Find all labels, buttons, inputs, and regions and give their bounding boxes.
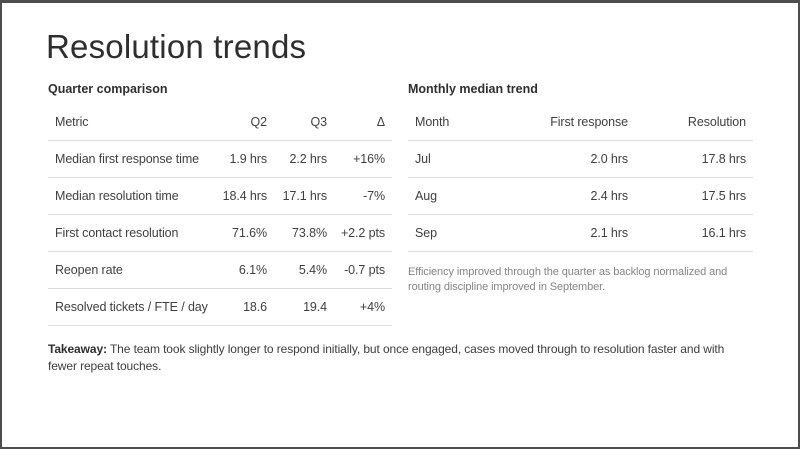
table-row: Aug 2.4 hrs 17.5 hrs bbox=[408, 177, 753, 215]
monthly-trend-table: Month First response Resolution Jul 2.0 … bbox=[408, 104, 753, 252]
table-row: Reopen rate 6.1% 5.4% -0.7 pts bbox=[48, 251, 392, 289]
metric-name: Resolved tickets / FTE / day bbox=[48, 288, 216, 326]
q2-value: 18.4 hrs bbox=[216, 177, 267, 215]
takeaway-text: The team took slightly longer to respond… bbox=[48, 342, 725, 373]
q2-value: 18.6 bbox=[216, 288, 267, 326]
column-header-month: Month bbox=[408, 104, 518, 141]
page-title: Resolution trends bbox=[46, 28, 307, 65]
delta-value: +16% bbox=[327, 140, 392, 178]
month-name: Aug bbox=[408, 177, 518, 215]
column-header-resolution: Resolution bbox=[628, 104, 753, 141]
table-header-row: Metric Q2 Q3 Δ bbox=[48, 104, 392, 141]
q3-value: 73.8% bbox=[267, 214, 327, 252]
table-header-row: Month First response Resolution bbox=[408, 104, 753, 141]
table-row: Resolved tickets / FTE / day 18.6 19.4 +… bbox=[48, 288, 392, 326]
q3-value: 17.1 hrs bbox=[267, 177, 327, 215]
table-row: Median resolution time 18.4 hrs 17.1 hrs… bbox=[48, 177, 392, 215]
column-header-first-response: First response bbox=[518, 104, 628, 141]
quarter-comparison-heading: Quarter comparison bbox=[48, 82, 168, 96]
delta-value: +2.2 pts bbox=[327, 214, 392, 252]
quarter-comparison-section: Quarter comparison Metric Q2 Q3 Δ Median… bbox=[48, 82, 392, 326]
column-header-delta: Δ bbox=[327, 104, 392, 141]
table-row: First contact resolution 71.6% 73.8% +2.… bbox=[48, 214, 392, 252]
q2-value: 1.9 hrs bbox=[216, 140, 267, 178]
q3-value: 2.2 hrs bbox=[267, 140, 327, 178]
delta-value: +4% bbox=[327, 288, 392, 326]
first-response-value: 2.1 hrs bbox=[518, 214, 628, 252]
metric-name: Reopen rate bbox=[48, 251, 216, 289]
metric-name: Median resolution time bbox=[48, 177, 216, 215]
resolution-value: 17.8 hrs bbox=[628, 140, 753, 178]
monthly-trend-heading: Monthly median trend bbox=[408, 82, 538, 96]
column-header-q3: Q3 bbox=[267, 104, 327, 141]
column-header-metric: Metric bbox=[48, 104, 216, 141]
resolution-value: 17.5 hrs bbox=[628, 177, 753, 215]
slide: Resolution trends Quarter comparison Met… bbox=[2, 3, 798, 447]
column-header-q2: Q2 bbox=[216, 104, 267, 141]
q3-value: 19.4 bbox=[267, 288, 327, 326]
table-row: Sep 2.1 hrs 16.1 hrs bbox=[408, 214, 753, 252]
quarter-comparison-table: Metric Q2 Q3 Δ Median first response tim… bbox=[48, 104, 392, 326]
resolution-value: 16.1 hrs bbox=[628, 214, 753, 252]
metric-name: First contact resolution bbox=[48, 214, 216, 252]
table-row: Jul 2.0 hrs 17.8 hrs bbox=[408, 140, 753, 178]
efficiency-note: Efficiency improved through the quarter … bbox=[408, 266, 728, 293]
delta-value: -7% bbox=[327, 177, 392, 215]
month-name: Jul bbox=[408, 140, 518, 178]
first-response-value: 2.4 hrs bbox=[518, 177, 628, 215]
delta-value: -0.7 pts bbox=[327, 251, 392, 289]
q2-value: 71.6% bbox=[216, 214, 267, 252]
metric-name: Median first response time bbox=[48, 140, 216, 178]
first-response-value: 2.0 hrs bbox=[518, 140, 628, 178]
content-columns: Quarter comparison Metric Q2 Q3 Δ Median… bbox=[48, 82, 753, 326]
month-name: Sep bbox=[408, 214, 518, 252]
takeaway-label: Takeaway: bbox=[48, 342, 107, 356]
monthly-trend-section: Monthly median trend Month First respons… bbox=[408, 82, 753, 326]
q3-value: 5.4% bbox=[267, 251, 327, 289]
table-row: Median first response time 1.9 hrs 2.2 h… bbox=[48, 140, 392, 178]
q2-value: 6.1% bbox=[216, 251, 267, 289]
takeaway: Takeaway: The team took slightly longer … bbox=[48, 341, 753, 375]
